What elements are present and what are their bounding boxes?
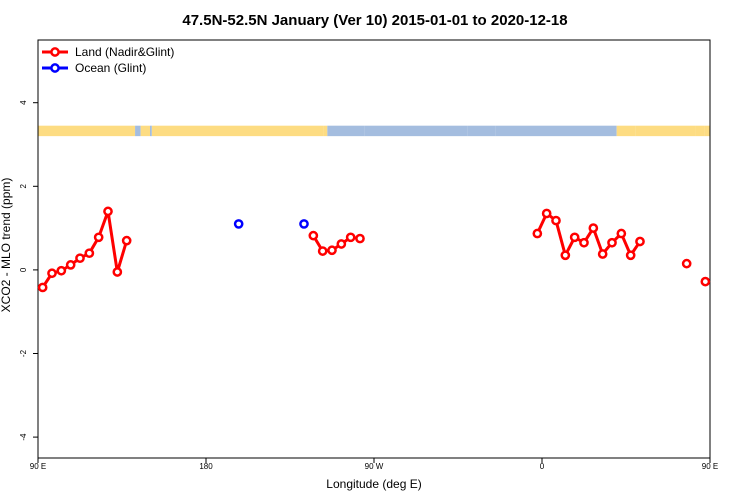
x-tick-label: 90 W — [365, 462, 384, 471]
surface-band-land — [704, 125, 710, 137]
data-point — [607, 237, 617, 248]
data-point — [551, 215, 561, 226]
data-point — [532, 228, 543, 239]
x-tick-label: 0 — [540, 462, 545, 471]
data-point — [233, 219, 244, 229]
surface-band-land — [616, 125, 636, 137]
surface-band-ocean — [495, 125, 542, 137]
surface-band — [38, 125, 710, 137]
data-point — [588, 223, 599, 233]
surface-band-ocean — [135, 125, 141, 137]
chart-title: 47.5N-52.5N January (Ver 10) 2015-01-01 … — [182, 12, 567, 29]
data-point — [121, 235, 132, 246]
data-point — [635, 236, 645, 247]
legend-marker — [50, 63, 60, 73]
data-point — [327, 245, 337, 256]
data-point — [37, 282, 48, 293]
data-point — [84, 248, 95, 259]
legend-marker — [50, 47, 60, 57]
legend-label: Land (Nadir&Glint) — [75, 45, 174, 59]
surface-band-land — [635, 125, 696, 137]
data-point — [317, 246, 328, 256]
surface-band-land — [140, 125, 150, 137]
data-point — [681, 258, 692, 269]
surface-band-ocean — [364, 125, 402, 137]
data-point — [579, 237, 589, 248]
data-point — [308, 230, 319, 241]
data-point — [93, 232, 104, 243]
data-point — [299, 219, 309, 229]
data-point — [103, 206, 113, 217]
x-axis-label: Longitude (deg E) — [326, 477, 421, 491]
surface-band-ocean — [327, 125, 365, 137]
surface-band-ocean — [467, 125, 496, 137]
y-tick-label: 0 — [19, 267, 28, 272]
data-point — [65, 260, 76, 270]
y-tick-label: -4 — [19, 433, 28, 441]
data-point — [700, 276, 711, 287]
data-point — [597, 249, 608, 259]
data-point — [541, 208, 552, 219]
y-tick-label: -2 — [19, 349, 28, 357]
y-axis-label: XCO2 - MLO trend (ppm) — [0, 178, 13, 313]
series-1 — [233, 219, 309, 229]
data-point — [112, 267, 123, 277]
surface-band-ocean — [542, 125, 617, 137]
plot-frame — [37, 39, 711, 459]
data-point — [56, 265, 67, 276]
data-point — [336, 239, 347, 249]
y-axis: -4 -2 0 2 4 — [19, 100, 38, 441]
data-point — [616, 228, 627, 239]
data-point — [560, 250, 571, 261]
surface-band-land — [151, 125, 324, 137]
legend-label: Ocean (Glint) — [75, 61, 146, 75]
legend: Land (Nadir&Glint) Ocean (Glint) — [42, 45, 174, 75]
x-axis: 90 E 180 90 W 0 90 E — [30, 458, 718, 471]
surface-band-land — [323, 125, 328, 137]
series-0 — [37, 206, 711, 293]
x-tick-label: 180 — [199, 462, 213, 471]
x-tick-label: 90 E — [30, 462, 46, 471]
data-point — [625, 250, 636, 261]
series-layer — [37, 206, 711, 293]
surface-band-ocean — [402, 125, 468, 137]
data-point — [345, 232, 356, 243]
surface-band-land — [695, 125, 705, 137]
y-tick-label: 2 — [19, 184, 28, 189]
data-point — [47, 268, 57, 279]
x-tick-label: 90 E — [702, 462, 718, 471]
data-point — [355, 233, 365, 244]
surface-band-land — [38, 125, 136, 137]
surface-band-ocean — [150, 125, 152, 137]
data-point — [75, 253, 85, 264]
data-point — [569, 232, 580, 243]
y-tick-label: 4 — [19, 100, 28, 105]
